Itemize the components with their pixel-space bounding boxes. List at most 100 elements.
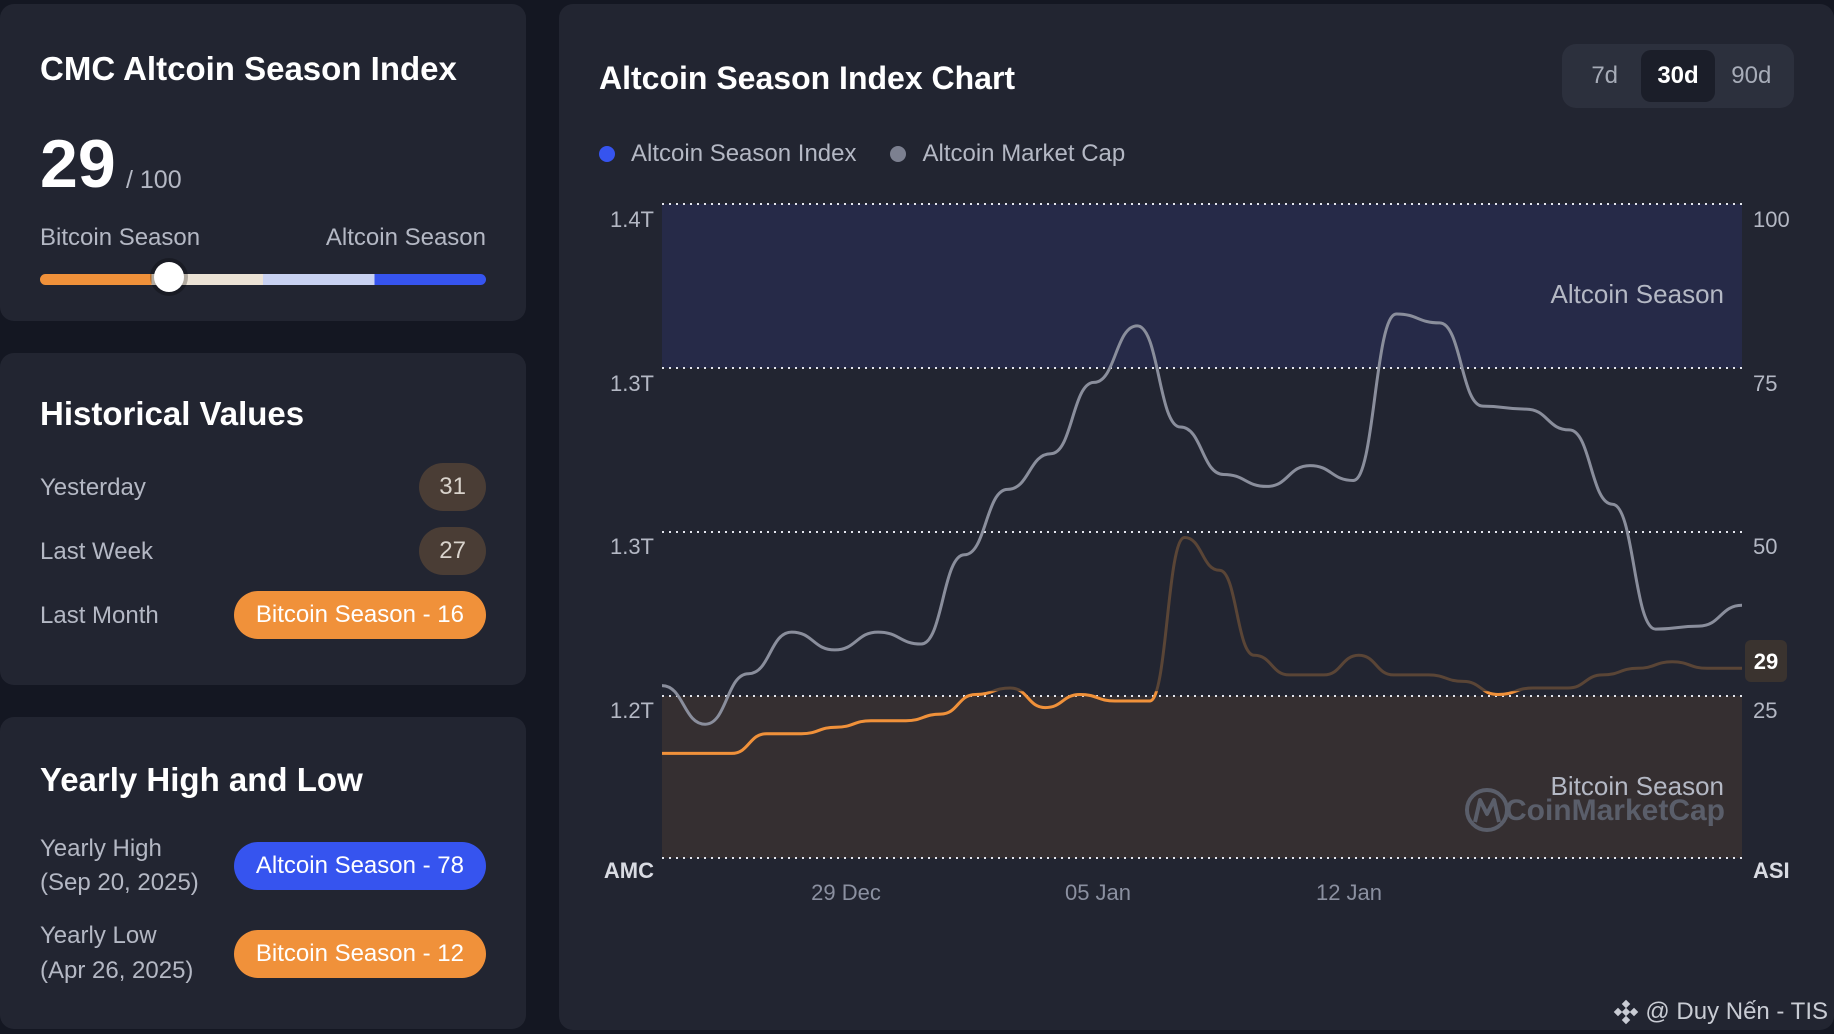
left-tick-2: 1.3T (610, 534, 654, 559)
range-30d-button[interactable]: 30d (1641, 50, 1715, 102)
left-tick-1: 1.3T (610, 371, 654, 396)
series-line-altcoin-market-cap (661, 312, 1743, 726)
right-axis-title: ASI (1753, 858, 1790, 883)
index-point-9 (974, 693, 978, 697)
yesterday-value: 31 (419, 463, 486, 511)
index-chart-card: Altcoin Season Index Chart 7d 30d 90d Al… (559, 4, 1834, 1030)
index-point-16 (1217, 568, 1221, 572)
yearly-low-label: Yearly Low (40, 922, 157, 949)
gridlines (662, 203, 1742, 859)
market-cap-point-24 (1697, 624, 1701, 628)
market-cap-point-9 (1049, 452, 1053, 456)
market-cap-point-14 (1265, 484, 1269, 488)
legend-dot-market-cap (890, 146, 907, 162)
market-cap-point-21 (1567, 428, 1571, 432)
index-point-10 (1008, 686, 1012, 690)
chart-plot: 1.4T 1.3T 1.3T 1.2T AMC 100 75 50 25 ASI… (604, 203, 1790, 905)
yearly-title: Yearly High and Low (40, 761, 363, 798)
index-point-6 (869, 719, 873, 723)
author-credit-text: @ Duy Nến - TIS (1645, 998, 1828, 1025)
right-tick-0: 100 (1753, 207, 1790, 232)
index-point-20 (1357, 653, 1361, 657)
legend-item-market-cap[interactable]: Altcoin Market Cap (890, 140, 1125, 168)
market-cap-point-0 (660, 684, 664, 688)
index-point-17 (1252, 653, 1256, 657)
index-point-13 (1113, 699, 1117, 703)
right-tick-3: 25 (1753, 698, 1777, 723)
legend-label-market-cap: Altcoin Market Cap (922, 140, 1126, 167)
index-point-26 (1566, 686, 1570, 690)
x-tick-05-jan: 05 Jan (1065, 880, 1131, 905)
market-cap-point-11 (1135, 324, 1139, 328)
index-point-2 (730, 751, 734, 755)
index-point-7 (904, 719, 908, 723)
chart-title: Altcoin Season Index Chart (599, 60, 1016, 96)
market-cap-point-18 (1438, 321, 1442, 325)
index-card-title: CMC Altcoin Season Index (40, 50, 457, 87)
market-cap-point-2 (746, 672, 750, 676)
market-cap-points (660, 312, 1744, 726)
bitcoin-season-zone (662, 696, 1742, 858)
range-90d-button[interactable]: 90d (1731, 62, 1772, 89)
index-point-23 (1461, 679, 1465, 683)
yearly-high-label: Yearly High (40, 835, 162, 862)
index-point-31 (1740, 666, 1744, 670)
left-tick-0: 1.4T (610, 207, 654, 232)
index-point-14 (1148, 699, 1152, 703)
index-point-1 (695, 751, 699, 755)
index-point-18 (1287, 673, 1291, 677)
index-max: / 100 (126, 166, 182, 194)
market-cap-point-19 (1481, 404, 1485, 408)
index-point-0 (660, 751, 664, 755)
yearly-low-value: Bitcoin Season - 12 (233, 930, 486, 978)
altcoin-season-zone (662, 204, 1742, 368)
yearly-high-date: (Sep 20, 2025) (40, 869, 199, 896)
index-point-22 (1426, 673, 1430, 677)
last-week-label: Last Week (40, 538, 153, 565)
x-tick-29-dec: 29 Dec (811, 880, 881, 905)
market-cap-point-7 (962, 553, 966, 557)
last-month-label: Last Month (40, 602, 159, 629)
series-line-altcoin-season-index (662, 691, 1521, 755)
market-cap-point-13 (1222, 473, 1226, 477)
coinmarketcap-logo-icon (1465, 788, 1509, 832)
legend-item-index[interactable]: Altcoin Season Index (599, 140, 856, 168)
market-cap-point-8 (1006, 487, 1010, 491)
right-tick-1: 75 (1753, 371, 1777, 396)
index-point-5 (834, 725, 838, 729)
left-axis-title: AMC (604, 858, 654, 883)
yearly-high-value: Altcoin Season - 78 (233, 842, 486, 890)
chart-legend: Altcoin Season Index Altcoin Market Cap (599, 140, 1125, 168)
bitcoin-season-label: Bitcoin Season (40, 224, 201, 251)
market-cap-point-10 (1092, 380, 1096, 384)
market-cap-point-17 (1394, 312, 1398, 316)
market-cap-point-1 (703, 722, 707, 726)
time-range-selector: 7d 30d 90d (1562, 44, 1794, 108)
left-tick-3: 1.2T (610, 698, 654, 723)
index-point-11 (1043, 706, 1047, 710)
altcoin-season-zone-label: Altcoin Season (1551, 279, 1724, 309)
current-value-badge-text: 29 (1754, 649, 1778, 674)
range-7d-button[interactable]: 7d (1591, 62, 1619, 89)
index-point-30 (1705, 666, 1709, 670)
index-point-27 (1601, 673, 1605, 677)
index-value: 29 (40, 126, 116, 202)
market-cap-point-16 (1351, 478, 1355, 482)
altcoin-season-label: Altcoin Season (325, 224, 486, 251)
legend-label-index: Altcoin Season Index (631, 140, 857, 167)
market-cap-point-5 (876, 630, 880, 634)
index-point-19 (1322, 673, 1326, 677)
season-scale-indicator (154, 262, 185, 292)
index-point-15 (1183, 536, 1187, 540)
historical-values-card: Historical Values Yesterday 31 Last Week… (0, 353, 526, 685)
index-point-29 (1670, 660, 1674, 664)
index-point-3 (765, 732, 769, 736)
market-cap-point-25 (1740, 603, 1744, 607)
index-point-25 (1531, 686, 1535, 690)
market-cap-point-20 (1524, 407, 1528, 411)
index-point-12 (1078, 693, 1082, 697)
market-cap-point-15 (1308, 464, 1312, 468)
last-month-value: Bitcoin Season - 16 (233, 591, 486, 639)
market-cap-point-3 (790, 630, 794, 634)
altcoin-season-index-card: CMC Altcoin Season Index 29 / 100 Bitcoi… (0, 4, 526, 321)
